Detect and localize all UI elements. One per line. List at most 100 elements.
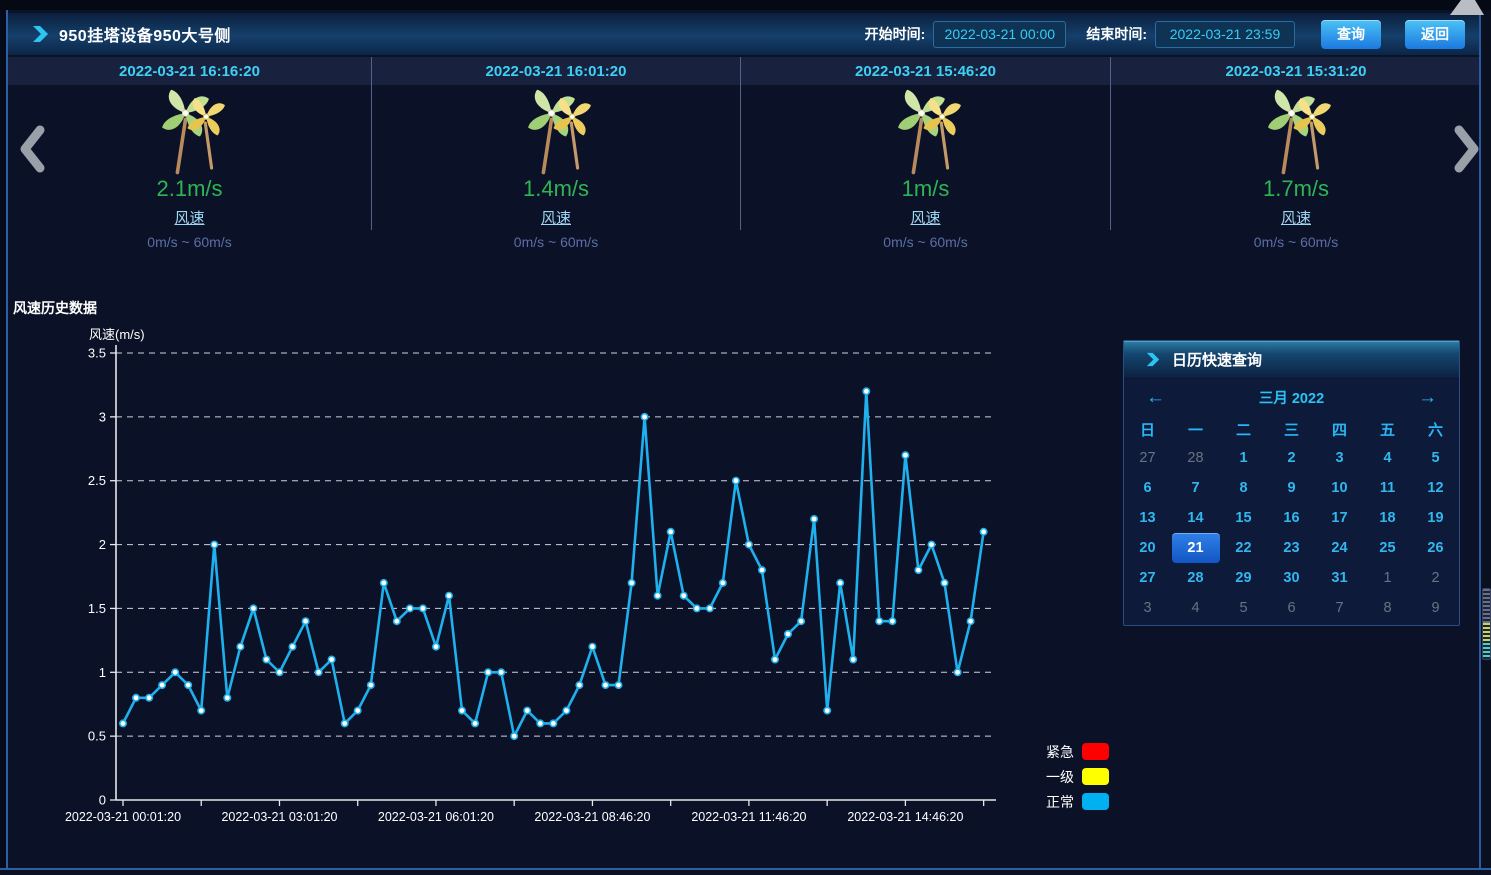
end-time-label: 结束时间: [1086,26,1147,42]
wind-speed-line-chart: 0 0.5 1 1.5 2 2.5 3 3.5 2022-03-21 00:01:20 2022-… [65,345,996,824]
svg-text:0.5: 0.5 [88,729,106,744]
calendar-day[interactable]: 25 [1379,540,1396,556]
sensor-timestamp: 2022-03-21 15:46:20 [855,62,996,80]
wind-speed-range: 0m/s ~ 60m/s [1253,234,1339,250]
sensor-panel: 2022-03-21 15:31:20 1.7m/s 风速 0m/s ~ 60m… [1111,57,1481,250]
corner-cursor-shape [1450,0,1484,15]
end-time-input[interactable] [1155,20,1295,48]
wind-speed-value: 1.4m/s [522,176,590,201]
calendar-day[interactable]: 6 [1143,480,1152,496]
calendar-prev-month-arrow[interactable]: ← [1146,386,1165,408]
scrollbar-thumb[interactable] [1482,588,1491,660]
calendar-weekday: 五 [1379,421,1395,439]
calendar-day[interactable]: 7 [1335,600,1344,616]
calendar-day[interactable]: 8 [1239,480,1248,496]
calendar-day[interactable]: 27 [1139,570,1156,586]
query-button[interactable]: 查询 [1321,19,1381,49]
calendar-day[interactable]: 8 [1383,600,1392,616]
pinwheel-icon [528,89,591,175]
svg-text:1: 1 [99,665,106,680]
wind-speed-label: 风速 [174,210,205,227]
calendar-day[interactable]: 24 [1331,540,1348,556]
level1-color-swatch [1082,768,1109,785]
calendar-day[interactable]: 9 [1431,600,1440,616]
calendar-day[interactable]: 16 [1283,510,1300,526]
svg-text:0: 0 [99,793,106,808]
svg-text:2022-03-21 14:46:20: 2022-03-21 14:46:20 [847,810,963,824]
calendar-day[interactable]: 22 [1235,540,1252,556]
calendar-day[interactable]: 9 [1287,480,1296,496]
calendar-day[interactable]: 5 [1239,600,1248,616]
calendar-day[interactable]: 30 [1283,570,1300,586]
calendar-day[interactable]: 1 [1383,570,1392,586]
pinwheel-slot [883,87,969,177]
calendar-day[interactable]: 3 [1335,450,1344,466]
calendar-day[interactable]: 18 [1379,510,1396,526]
calendar-weekday: 二 [1235,421,1251,439]
carousel-prev-arrow-icon[interactable] [19,125,45,173]
calendar-day[interactable]: 28 [1187,450,1204,466]
calendar-day[interactable]: 15 [1235,510,1252,526]
calendar-day[interactable]: 5 [1431,450,1440,466]
calendar-day[interactable]: 19 [1427,510,1444,526]
sensor-timestamp: 2022-03-21 16:01:20 [485,62,627,80]
legend-item-level1: 一级 [1028,764,1109,789]
legend-item-urgent: 紧急 [1028,739,1109,764]
calendar-day[interactable]: 7 [1191,480,1200,496]
back-button[interactable]: 返回 [1405,19,1465,49]
calendar-day[interactable]: 29 [1235,570,1252,586]
top-strip [0,0,1491,10]
wind-speed-value: 1.7m/s [1262,176,1330,201]
calendar-day[interactable]: 6 [1287,600,1296,616]
calendar-day[interactable]: 12 [1427,480,1444,496]
calendar-day[interactable]: 4 [1383,450,1392,466]
calendar-day[interactable]: 14 [1187,510,1204,526]
calendar-day[interactable]: 13 [1139,510,1156,526]
calendar-day[interactable]: 20 [1139,540,1156,556]
calendar-chevron-icon [1146,352,1160,367]
svg-text:1.5: 1.5 [88,601,106,616]
calendar-day-selected[interactable]: 21 [1171,533,1220,563]
calendar-header: 日历快速查询 [1124,341,1459,379]
calendar-day[interactable]: 26 [1427,540,1444,556]
query-controls: 开始时间: 结束时间: 查询 返回 [864,19,1479,49]
calendar-day[interactable]: 27 [1139,450,1156,466]
wind-speed-range: 0m/s ~ 60m/s [147,234,232,250]
svg-text:2022-03-21 11:46:20: 2022-03-21 11:46:20 [691,810,806,824]
pinwheel-icon [1268,89,1331,175]
pinwheel-icon [897,89,961,175]
calendar-day[interactable]: 31 [1331,570,1348,586]
calendar-day[interactable]: 11 [1379,480,1396,496]
title-bar: 950挂塔设备950大号侧 开始时间: 结束时间: 查询 返回 [8,13,1479,56]
calendar-day[interactable]: 28 [1187,570,1204,586]
chart-title: 风速历史数据 [13,300,97,316]
sensor-timestamp: 2022-03-21 16:16:20 [119,62,260,80]
start-time-label: 开始时间: [864,26,926,42]
calendar-day[interactable]: 1 [1239,450,1248,466]
wind-speed-label: 风速 [540,210,571,227]
carousel-next-arrow-icon[interactable] [1454,125,1480,173]
calendar-day[interactable]: 2 [1287,450,1296,466]
calendar-day[interactable]: 23 [1283,540,1300,556]
scrollbar-track[interactable] [1479,10,1491,868]
calendar-day[interactable]: 2 [1431,570,1440,586]
chart-y-axis-label: 风速(m/s) [89,327,145,342]
start-time-input[interactable] [933,20,1067,48]
calendar-weekday: 日 [1139,421,1155,439]
calendar-day[interactable]: 4 [1191,600,1200,616]
wind-speed-value: 1m/s [901,176,950,201]
pinwheel-slot [1253,87,1339,177]
calendar-day[interactable]: 17 [1331,510,1348,526]
calendar-next-month-arrow[interactable]: → [1417,386,1437,408]
bottom-strip [0,868,1491,875]
wind-speed-value: 2.1m/s [156,176,223,201]
calendar-weekday: 六 [1427,421,1443,439]
sensor-panel: 2022-03-21 15:46:20 1m/s 风速 0m/s ~ 60m/s [741,57,1111,250]
wind-speed-label: 风速 [910,210,941,227]
calendar-day[interactable]: 10 [1331,480,1348,496]
calendar-nav: ← 三月 2022 → [1124,379,1459,415]
svg-text:3: 3 [99,409,106,424]
svg-text:2022-03-21 00:01:20: 2022-03-21 00:01:20 [65,810,181,824]
wind-speed-range: 0m/s ~ 60m/s [513,234,599,250]
calendar-day[interactable]: 3 [1143,600,1152,616]
